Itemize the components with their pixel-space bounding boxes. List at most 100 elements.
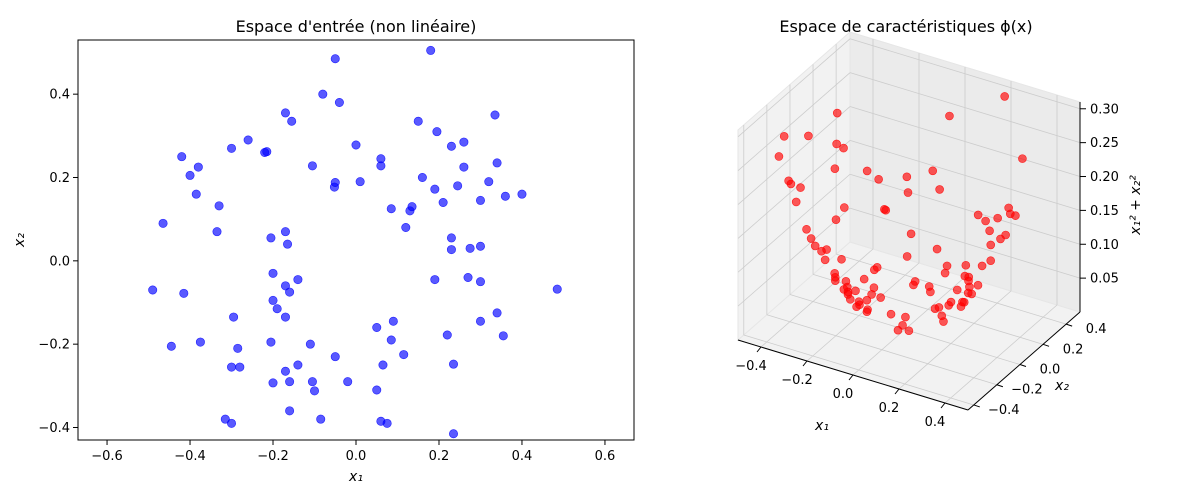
grid-line: [849, 140, 1081, 211]
x-tick-label: 0.0: [346, 449, 367, 464]
data-point-3d: [993, 213, 1002, 223]
data-point: [459, 137, 469, 147]
grid-line: [760, 248, 874, 348]
data-point-3d: [906, 229, 916, 239]
data-point: [268, 295, 278, 305]
data-point: [459, 162, 469, 172]
data-point-3d: [958, 297, 967, 307]
data-point: [463, 272, 473, 282]
data-point: [432, 127, 442, 137]
data-point-3d: [963, 288, 973, 298]
data-point: [372, 385, 382, 395]
z-tick-label-3d: 0.20: [1090, 170, 1119, 185]
data-point: [446, 245, 456, 255]
x-tick-label-3d: 0.0: [833, 387, 854, 402]
data-point: [283, 239, 293, 249]
y-tick-label: 0.2: [49, 171, 70, 186]
data-point: [492, 158, 502, 168]
data-point-3d: [774, 152, 784, 161]
x-tick-mark-3d: [756, 346, 762, 353]
data-point: [148, 285, 158, 295]
data-point-3d: [822, 245, 831, 254]
data-point: [193, 162, 203, 172]
data-point: [280, 312, 290, 322]
data-point: [220, 414, 230, 424]
data-point-3d: [841, 277, 851, 286]
data-point: [475, 241, 485, 251]
data-point-3d: [831, 215, 841, 224]
data-point: [166, 341, 176, 351]
data-point: [285, 287, 295, 297]
y-tick-label-3d: −0.4: [988, 403, 1020, 418]
data-point: [177, 152, 187, 162]
input-space-panel: Espace d'entrée (non linéaire) −0.6 −0.4−…: [12, 17, 635, 485]
data-point: [235, 362, 245, 372]
data-point-3d: [786, 179, 796, 189]
data-point-3d: [902, 172, 912, 182]
chart-title-right: Espace de caractéristiques ϕ(x): [779, 17, 1032, 36]
data-point-3d: [872, 263, 882, 272]
data-point: [329, 182, 339, 192]
plot-frame-left: [77, 39, 635, 441]
data-point-3d: [791, 197, 801, 207]
data-point-3d: [964, 272, 974, 282]
x-tick-label: −0.6: [91, 449, 123, 464]
y-tick-label-3d: 0.4: [1086, 322, 1107, 337]
data-point: [318, 89, 328, 99]
data-point-3d: [1000, 92, 1009, 101]
data-point-3d: [779, 132, 789, 141]
data-point-3d: [939, 317, 948, 326]
data-point: [330, 352, 340, 362]
x-tick-mark-3d: [894, 388, 900, 395]
data-point-3d: [830, 164, 840, 173]
data-point-3d: [839, 143, 848, 153]
data-point-3d: [1001, 230, 1010, 240]
data-point: [330, 54, 340, 64]
data-point-3d: [852, 302, 861, 312]
data-point: [355, 177, 365, 187]
x-axis-label-left: x₁: [348, 469, 363, 485]
data-point-3d: [985, 226, 994, 236]
data-point: [280, 366, 290, 376]
data-point: [227, 418, 237, 428]
y-tick-label-3d: −0.2: [1011, 383, 1043, 398]
data-point-3d: [810, 241, 820, 251]
data-point-3d: [862, 307, 872, 317]
data-point-3d: [902, 252, 912, 261]
3d-grid: [737, 38, 1081, 406]
data-point-3d: [832, 108, 842, 118]
y-tick-label: 0.4: [49, 88, 70, 103]
data-point: [266, 337, 276, 347]
data-point: [465, 243, 475, 253]
3d-axes: −0.4−0.20.00.20.4−0.4−0.20.00.20.40.050.…: [735, 102, 1119, 430]
data-point: [191, 189, 201, 199]
grid-line: [849, 38, 1081, 110]
grid-line: [849, 207, 1081, 279]
data-point: [449, 429, 459, 439]
data-point: [382, 418, 392, 428]
grid-line: [849, 173, 1081, 245]
grid-line: [737, 38, 851, 138]
data-point-3d: [977, 261, 987, 271]
scatter-series-right: [774, 92, 1027, 336]
y-tick-mark-3d: [1042, 343, 1050, 347]
x-axis-left: −0.6 −0.4 −0.2 0.0 0.2 0.4 0.6: [91, 440, 615, 464]
data-point: [305, 339, 315, 349]
x-tick-label-3d: 0.2: [879, 401, 900, 416]
y-tick-label-3d: 0.0: [1040, 363, 1061, 378]
data-point-3d: [901, 312, 910, 322]
data-point: [195, 337, 205, 347]
data-point: [227, 362, 237, 372]
data-point: [446, 233, 456, 243]
data-point: [386, 204, 396, 214]
x-tick-label-3d: −0.2: [781, 373, 813, 388]
data-point: [430, 184, 440, 194]
data-point-3d: [874, 174, 883, 184]
data-point-3d: [1011, 211, 1020, 220]
y-axis-label-left: x₂: [12, 233, 28, 248]
y-tick-mark-3d: [996, 384, 1004, 388]
data-point: [179, 288, 189, 298]
data-point: [449, 359, 459, 369]
data-point-3d: [928, 166, 938, 176]
data-point-3d: [876, 293, 885, 302]
